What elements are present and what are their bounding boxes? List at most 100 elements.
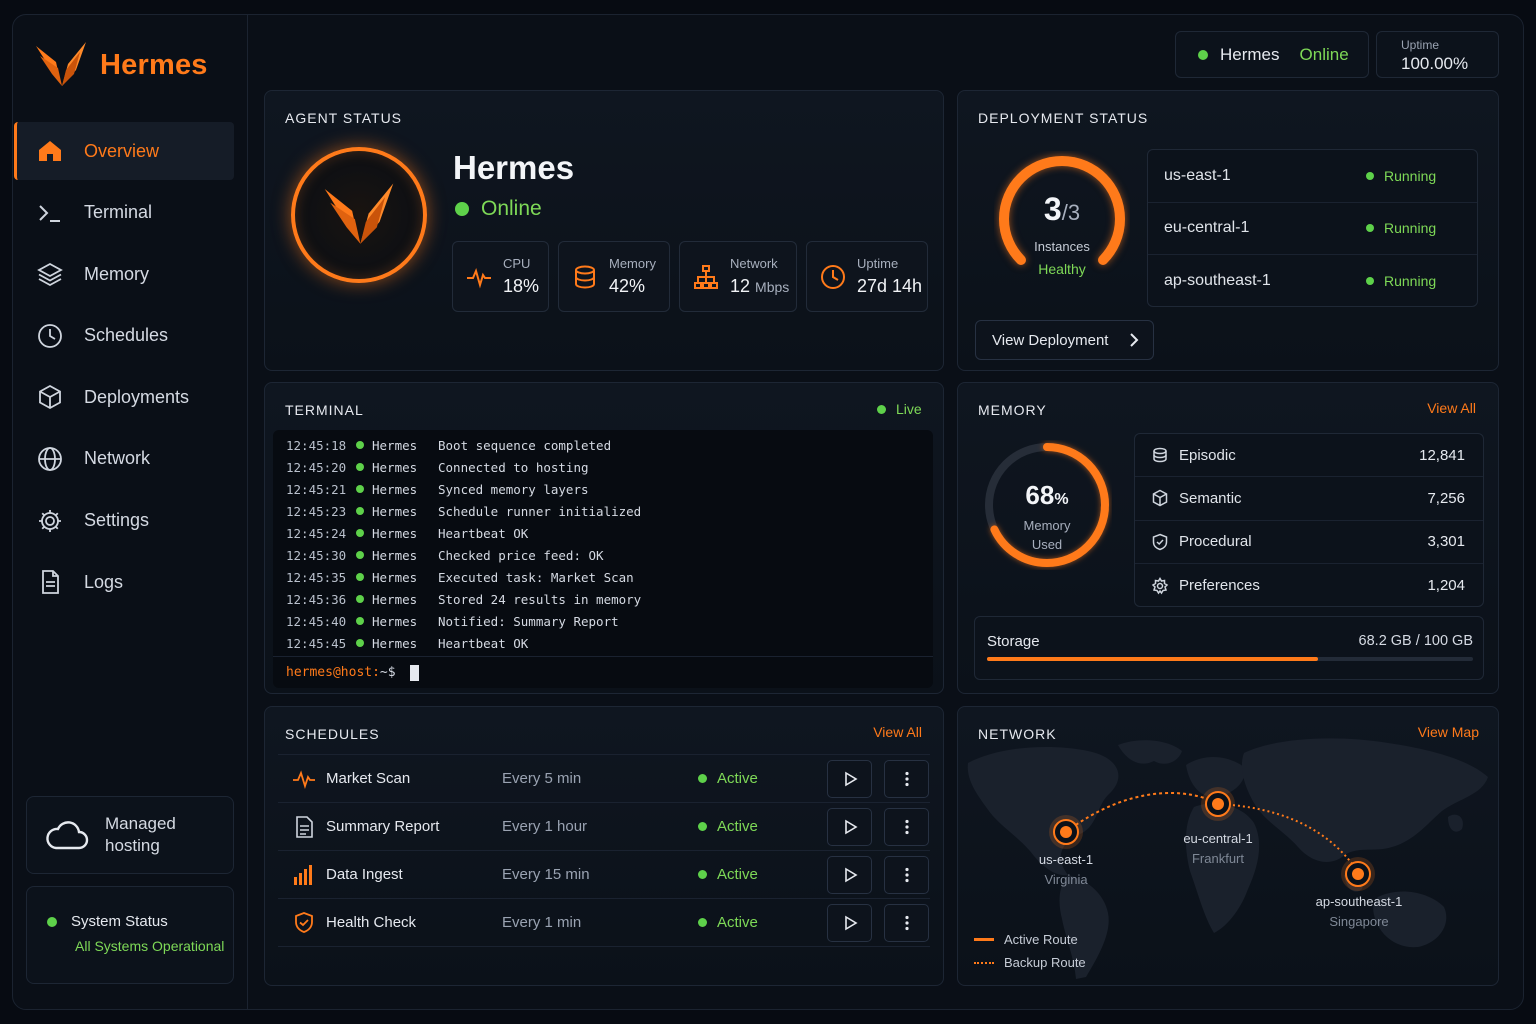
log-message: Heartbeat OK	[438, 525, 529, 541]
memory-percent-value: 68	[1025, 480, 1055, 510]
schedule-menu-button[interactable]	[884, 855, 929, 894]
schedule-row[interactable]: Health Check Every 1 min Active	[278, 898, 930, 947]
more-vertical-icon	[904, 867, 909, 882]
region-row[interactable]: us-east-1 Running	[1148, 150, 1477, 203]
sidebar-item-label: Deployments	[84, 386, 190, 407]
schedule-menu-button[interactable]	[884, 807, 929, 846]
cloud-icon	[46, 821, 89, 850]
region-name: eu-central-1	[1164, 219, 1250, 237]
schedule-row[interactable]: Data Ingest Every 15 min Active	[278, 850, 930, 899]
schedule-frequency: Every 1 min	[502, 914, 582, 931]
memory-label-line: Memory	[1023, 518, 1071, 533]
view-deployment-button[interactable]: View Deployment	[975, 320, 1154, 360]
bar-chart-icon	[294, 864, 312, 885]
log-source: Hermes	[372, 591, 418, 607]
storage-card: Storage 68.2 GB / 100 GB	[974, 616, 1484, 680]
region-row[interactable]: ap-southeast-1 Running	[1148, 255, 1477, 308]
status-dot	[356, 617, 364, 625]
more-vertical-icon	[904, 915, 909, 930]
region-status: Running	[1384, 167, 1437, 184]
memory-row[interactable]: Procedural 3,301	[1135, 521, 1483, 564]
terminal-prompt[interactable]: hermes@host: ~$	[273, 656, 933, 688]
instances-count: 3/3	[994, 191, 1130, 228]
live-label: Live	[896, 401, 922, 417]
region-row[interactable]: eu-central-1 Running	[1148, 203, 1477, 256]
sidebar-item-memory[interactable]: Memory	[14, 245, 234, 303]
memory-row[interactable]: Semantic 7,256	[1135, 477, 1483, 521]
hermes-wing-icon	[36, 42, 86, 86]
system-status-card: System Status All Systems Operational	[26, 886, 234, 984]
run-schedule-button[interactable]	[827, 759, 872, 798]
uptime-pill: Uptime 100.00%	[1376, 31, 1499, 78]
storage-bar-fill	[987, 657, 1319, 661]
log-line: 12:45:18 Hermes Boot sequence completed	[286, 434, 611, 456]
memory-view-all-link[interactable]: View All	[1427, 400, 1476, 416]
sidebar-item-label: Overview	[84, 140, 160, 161]
instances-health: Healthy	[1038, 261, 1086, 277]
run-schedule-button[interactable]	[827, 903, 872, 942]
run-schedule-button[interactable]	[827, 807, 872, 846]
metric-cpu: CPU 18%	[452, 241, 549, 312]
node-us-east-1[interactable]	[1049, 815, 1083, 849]
sidebar-item-settings[interactable]: Settings	[14, 492, 234, 550]
schedule-row[interactable]: Market Scan Every 5 min Active	[278, 754, 930, 803]
node-ap-southeast-1[interactable]	[1341, 857, 1375, 891]
sidebar-item-deployments[interactable]: Deployments	[14, 368, 234, 426]
memory-type-count: 3,301	[1427, 533, 1465, 551]
log-line: 12:45:21 Hermes Synced memory layers	[286, 478, 589, 500]
schedule-frequency: Every 1 hour	[502, 818, 588, 835]
prompt-user: hermes@host:	[286, 665, 380, 680]
schedule-row[interactable]: Summary Report Every 1 hour Active	[278, 802, 930, 851]
sidebar-item-logs[interactable]: Logs	[14, 553, 234, 611]
memory-type-name: Procedural	[1179, 533, 1252, 551]
log-line: 12:45:23 Hermes Schedule runner initialize…	[286, 500, 641, 522]
play-icon	[844, 915, 858, 930]
status-dot	[1366, 171, 1374, 180]
terminal-output[interactable]: 12:45:18 Hermes Boot sequence completed 12…	[273, 430, 933, 688]
schedule-status: Active	[717, 770, 758, 787]
sidebar-item-overview[interactable]: Overview	[14, 122, 234, 180]
log-time: 12:45:21	[286, 481, 347, 497]
agent-name: Hermes	[1220, 44, 1280, 64]
status-dot	[356, 507, 364, 515]
sidebar-item-network[interactable]: Network	[14, 430, 234, 488]
status-dot	[356, 441, 364, 449]
schedule-frequency: Every 5 min	[502, 770, 582, 787]
schedules-panel: SCHEDULES View All Market Scan Every 5 m…	[264, 706, 944, 986]
schedule-menu-button[interactable]	[884, 903, 929, 942]
schedule-status: Active	[717, 818, 758, 835]
schedule-menu-button[interactable]	[884, 759, 929, 798]
memory-row[interactable]: Episodic 12,841	[1135, 434, 1483, 478]
memory-type-name: Preferences	[1179, 577, 1260, 595]
schedule-name: Data Ingest	[326, 866, 403, 883]
managed-hosting-card[interactable]: Managed hosting	[26, 796, 234, 874]
log-message: Stored 24 results in memory	[438, 591, 642, 607]
node-eu-central-1[interactable]	[1201, 787, 1235, 821]
uptime-value: 100.00%	[1401, 54, 1469, 73]
log-message: Synced memory layers	[438, 481, 589, 497]
panel-title: SCHEDULES	[285, 726, 380, 742]
home-icon	[39, 141, 61, 161]
schedule-status: Active	[717, 914, 758, 931]
schedule-name: Health Check	[326, 914, 417, 931]
run-schedule-button[interactable]	[827, 855, 872, 894]
world-map[interactable]	[958, 707, 1499, 986]
node-place: Frankfurt	[1191, 851, 1244, 866]
view-map-link[interactable]: View Map	[1417, 724, 1479, 740]
sidebar-item-terminal[interactable]: Terminal	[14, 184, 234, 242]
brand-logo[interactable]: Hermes	[34, 40, 208, 90]
agent-status-pill[interactable]: Hermes Online	[1175, 31, 1369, 78]
panel-title: TERMINAL	[285, 402, 364, 418]
status-dot	[356, 573, 364, 581]
instances-gauge: 3/3 Instances Healthy	[994, 151, 1130, 287]
memory-row[interactable]: Preferences 1,204	[1135, 564, 1483, 607]
deployment-status-panel: DEPLOYMENT STATUS 3/3 Instances Healthy …	[957, 90, 1499, 371]
schedules-view-all-link[interactable]: View All	[873, 724, 922, 740]
metric-value: 27d 14h	[857, 276, 923, 296]
memory-percent: 68%	[982, 480, 1112, 511]
sidebar-item-schedules[interactable]: Schedules	[14, 307, 234, 365]
log-line: 12:45:20 Hermes Connected to hosting	[286, 456, 589, 478]
legend-label: Active Route	[1004, 932, 1078, 947]
more-vertical-icon	[904, 819, 909, 834]
memory-label-line: Used	[1031, 537, 1063, 552]
